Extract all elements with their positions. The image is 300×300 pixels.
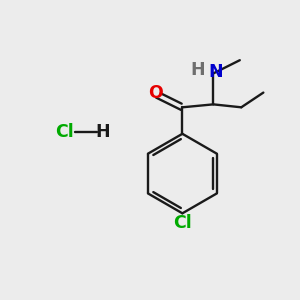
- Text: O: O: [148, 85, 162, 103]
- Text: Cl: Cl: [173, 214, 192, 232]
- Text: H: H: [96, 123, 110, 141]
- Text: H: H: [191, 61, 205, 80]
- Text: Cl: Cl: [55, 123, 74, 141]
- Text: N: N: [208, 63, 223, 81]
